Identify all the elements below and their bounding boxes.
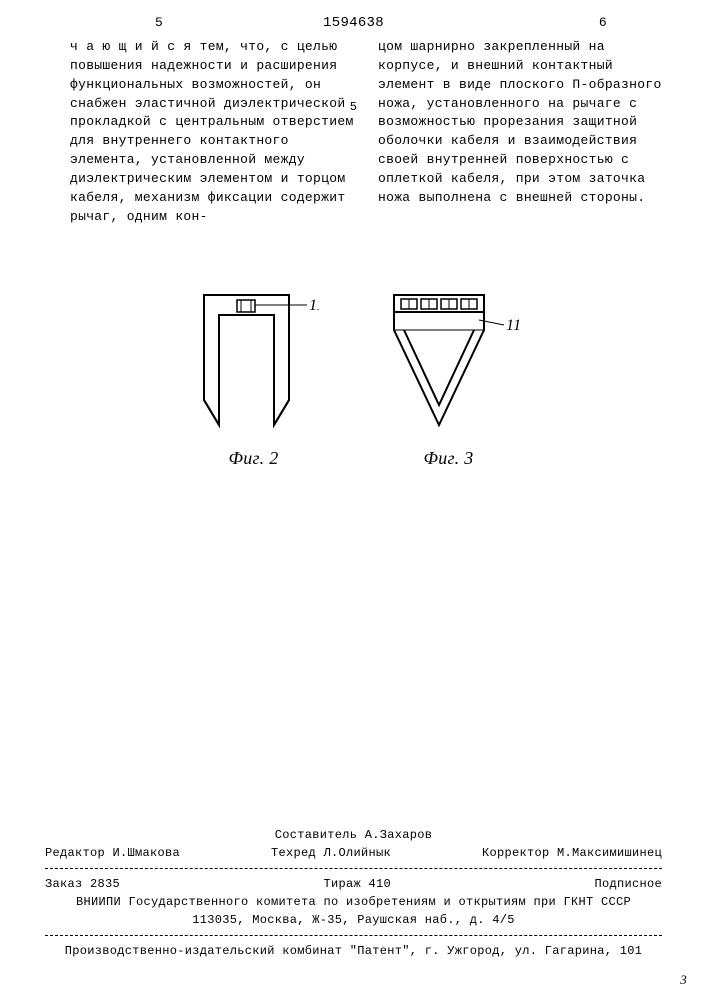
figure-3: 11 Фиг. 3: [379, 280, 519, 469]
footer-corrector: Корректор М.Максимишинец: [482, 844, 662, 862]
page-corner: 3: [680, 972, 687, 988]
patent-number: 1594638: [323, 15, 384, 31]
fig2-caption: Фиг. 2: [228, 448, 278, 469]
footer-block: Составитель А.Захаров Редактор И.Шмакова…: [45, 826, 662, 960]
footer-tirage: Тираж 410: [323, 875, 391, 893]
dash-line-1: [45, 868, 662, 869]
page-number-right: 6: [599, 15, 607, 30]
footer-printer: Производственно-издательский комбинат "П…: [45, 942, 662, 960]
footer-org1: ВНИИПИ Государственного комитета по изоб…: [45, 893, 662, 911]
fig2-label: 11: [309, 297, 319, 314]
fig3-svg: 11: [379, 280, 519, 440]
footer-order: Заказ 2835: [45, 875, 120, 893]
footer-org2: 113035, Москва, Ж-35, Раушская наб., д. …: [45, 911, 662, 929]
figures-row: 11 Фиг. 2 11 Фиг. 3: [0, 280, 707, 469]
page-number-left: 5: [155, 15, 163, 30]
fig2-svg: 11: [189, 280, 319, 440]
footer-tech: Техред Л.Олийнык: [271, 844, 391, 862]
footer-compiler: Составитель А.Захаров: [45, 826, 662, 844]
dash-line-2: [45, 935, 662, 936]
column-left: ч а ю щ и й с я тем, что, с целью повыше…: [70, 38, 354, 226]
fig3-label: 11: [506, 317, 519, 334]
footer-editor: Редактор И.Шмакова: [45, 844, 180, 862]
footer-subscription: Подписное: [594, 875, 662, 893]
fig3-caption: Фиг. 3: [423, 448, 473, 469]
text-columns: ч а ю щ и й с я тем, что, с целью повыше…: [70, 38, 662, 226]
figure-2: 11 Фиг. 2: [189, 280, 319, 469]
column-right: цом шарнирно закрепленный на корпусе, и …: [378, 38, 662, 226]
